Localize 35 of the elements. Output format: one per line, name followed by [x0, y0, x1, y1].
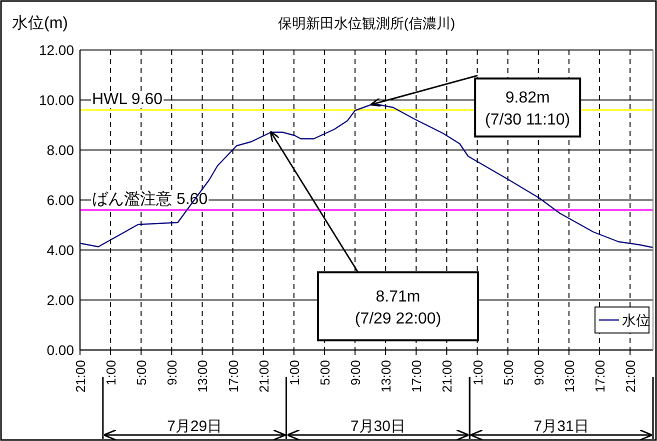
- x-tick-label: 1:00: [470, 360, 486, 386]
- x-tick-label: 21:00: [256, 360, 272, 393]
- text: 7月31日: [534, 418, 589, 435]
- y-tick-label: 0.00: [46, 342, 74, 358]
- text: 7月29日: [167, 418, 222, 435]
- x-tick-label: 1:00: [286, 360, 302, 386]
- ref-line-label: HWL 9.60: [92, 91, 163, 108]
- x-tick-label: 5:00: [500, 360, 516, 386]
- x-tick-label: 1:00: [104, 360, 119, 386]
- legend-label: 水位: [622, 312, 650, 328]
- text: 7月30日: [350, 418, 406, 435]
- x-tick-label: 17:00: [226, 360, 241, 393]
- chart-title: 保明新田水位観測所(信濃川): [278, 15, 456, 31]
- x-tick-label: 13:00: [195, 360, 210, 393]
- y-tick-label: 10.00: [38, 92, 74, 108]
- y-axis-title: 水位(m): [12, 14, 68, 32]
- x-tick-label: 5:00: [134, 360, 150, 386]
- x-tick-label: 21:00: [623, 360, 638, 393]
- annotation: 9.82m (7/30 11:10): [485, 90, 570, 128]
- x-tick-label: 13:00: [378, 360, 394, 393]
- x-tick-label: 9:00: [164, 360, 180, 386]
- y-tick-label: 6.00: [46, 192, 74, 208]
- y-tick-label: 4.00: [46, 242, 74, 258]
- x-tick-label: 21:00: [73, 360, 88, 393]
- y-tick-label: 2.00: [46, 292, 74, 308]
- annotation: 8.71m (7/29 22:00): [354, 288, 442, 328]
- x-tick-label: 9:00: [348, 360, 364, 386]
- x-tick-label: 17:00: [592, 360, 608, 393]
- x-tick-label: 9:00: [531, 360, 546, 386]
- x-tick-label: 5:00: [317, 360, 332, 386]
- x-tick-label: 21:00: [440, 360, 455, 393]
- x-tick-label: 17:00: [409, 360, 424, 393]
- x-tick-label: 13:00: [562, 360, 577, 393]
- y-tick-label: 12.00: [38, 42, 74, 58]
- y-tick-label: 8.00: [46, 142, 74, 158]
